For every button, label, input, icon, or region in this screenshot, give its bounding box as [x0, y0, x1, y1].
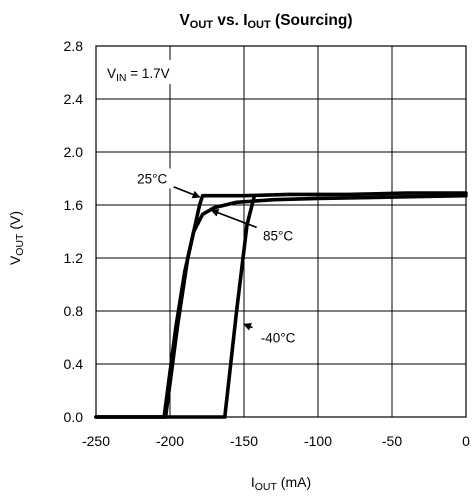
annotation-label: 25°C — [137, 172, 167, 187]
annotation-label: 85°C — [263, 228, 293, 243]
y-tick-label: 1.2 — [64, 250, 84, 266]
series-line-85c — [94, 193, 468, 419]
y-tick-label: 0.4 — [64, 356, 84, 372]
y-axis-label: VOUT (V) — [7, 211, 26, 265]
annotation-bg — [132, 168, 172, 189]
x-axis-label: IOUT (mA) — [251, 474, 311, 493]
y-tick-label: 0.8 — [64, 303, 84, 319]
annotations: 25°C 85°C -40°C — [132, 168, 302, 348]
y-tick-label: 2.4 — [64, 91, 84, 107]
condition-box: VIN = 1.7V — [101, 60, 191, 84]
x-tick-label: -100 — [304, 433, 332, 449]
annotation-arrow — [210, 209, 257, 229]
y-tick-label: 1.6 — [64, 197, 84, 213]
annotation-label: -40°C — [261, 331, 296, 346]
y-tick-label: 2.0 — [64, 144, 84, 160]
condition-bg — [101, 60, 191, 84]
chart-title: VOUT vs. IOUT (Sourcing) — [179, 12, 352, 31]
annotation-arrow — [173, 186, 201, 199]
y-tick-label: 0.0 — [64, 409, 84, 425]
x-tick-label: -50 — [382, 433, 402, 449]
x-tick-labels: -250 -200 -150 -100 -50 0 — [82, 433, 470, 449]
y-tick-label: 2.8 — [64, 38, 84, 54]
plot-frame — [95, 45, 467, 418]
annotation-bg — [254, 327, 302, 348]
plot-area: 25°C 85°C -40°C VIN = 1.7V — [94, 45, 468, 419]
series-group — [94, 191, 468, 419]
x-tick-label: -250 — [82, 433, 110, 449]
y-tick-labels: 0.0 0.4 0.8 1.2 1.6 2.0 2.4 2.8 — [64, 38, 84, 425]
x-tick-label: 0 — [462, 433, 470, 449]
annotation-arrow — [243, 323, 253, 331]
x-tick-label: -200 — [156, 433, 184, 449]
annotation-bg — [258, 225, 298, 246]
series-line--40c — [94, 193, 257, 419]
condition-label: VIN = 1.7V — [107, 66, 170, 84]
x-tick-label: -150 — [230, 433, 258, 449]
